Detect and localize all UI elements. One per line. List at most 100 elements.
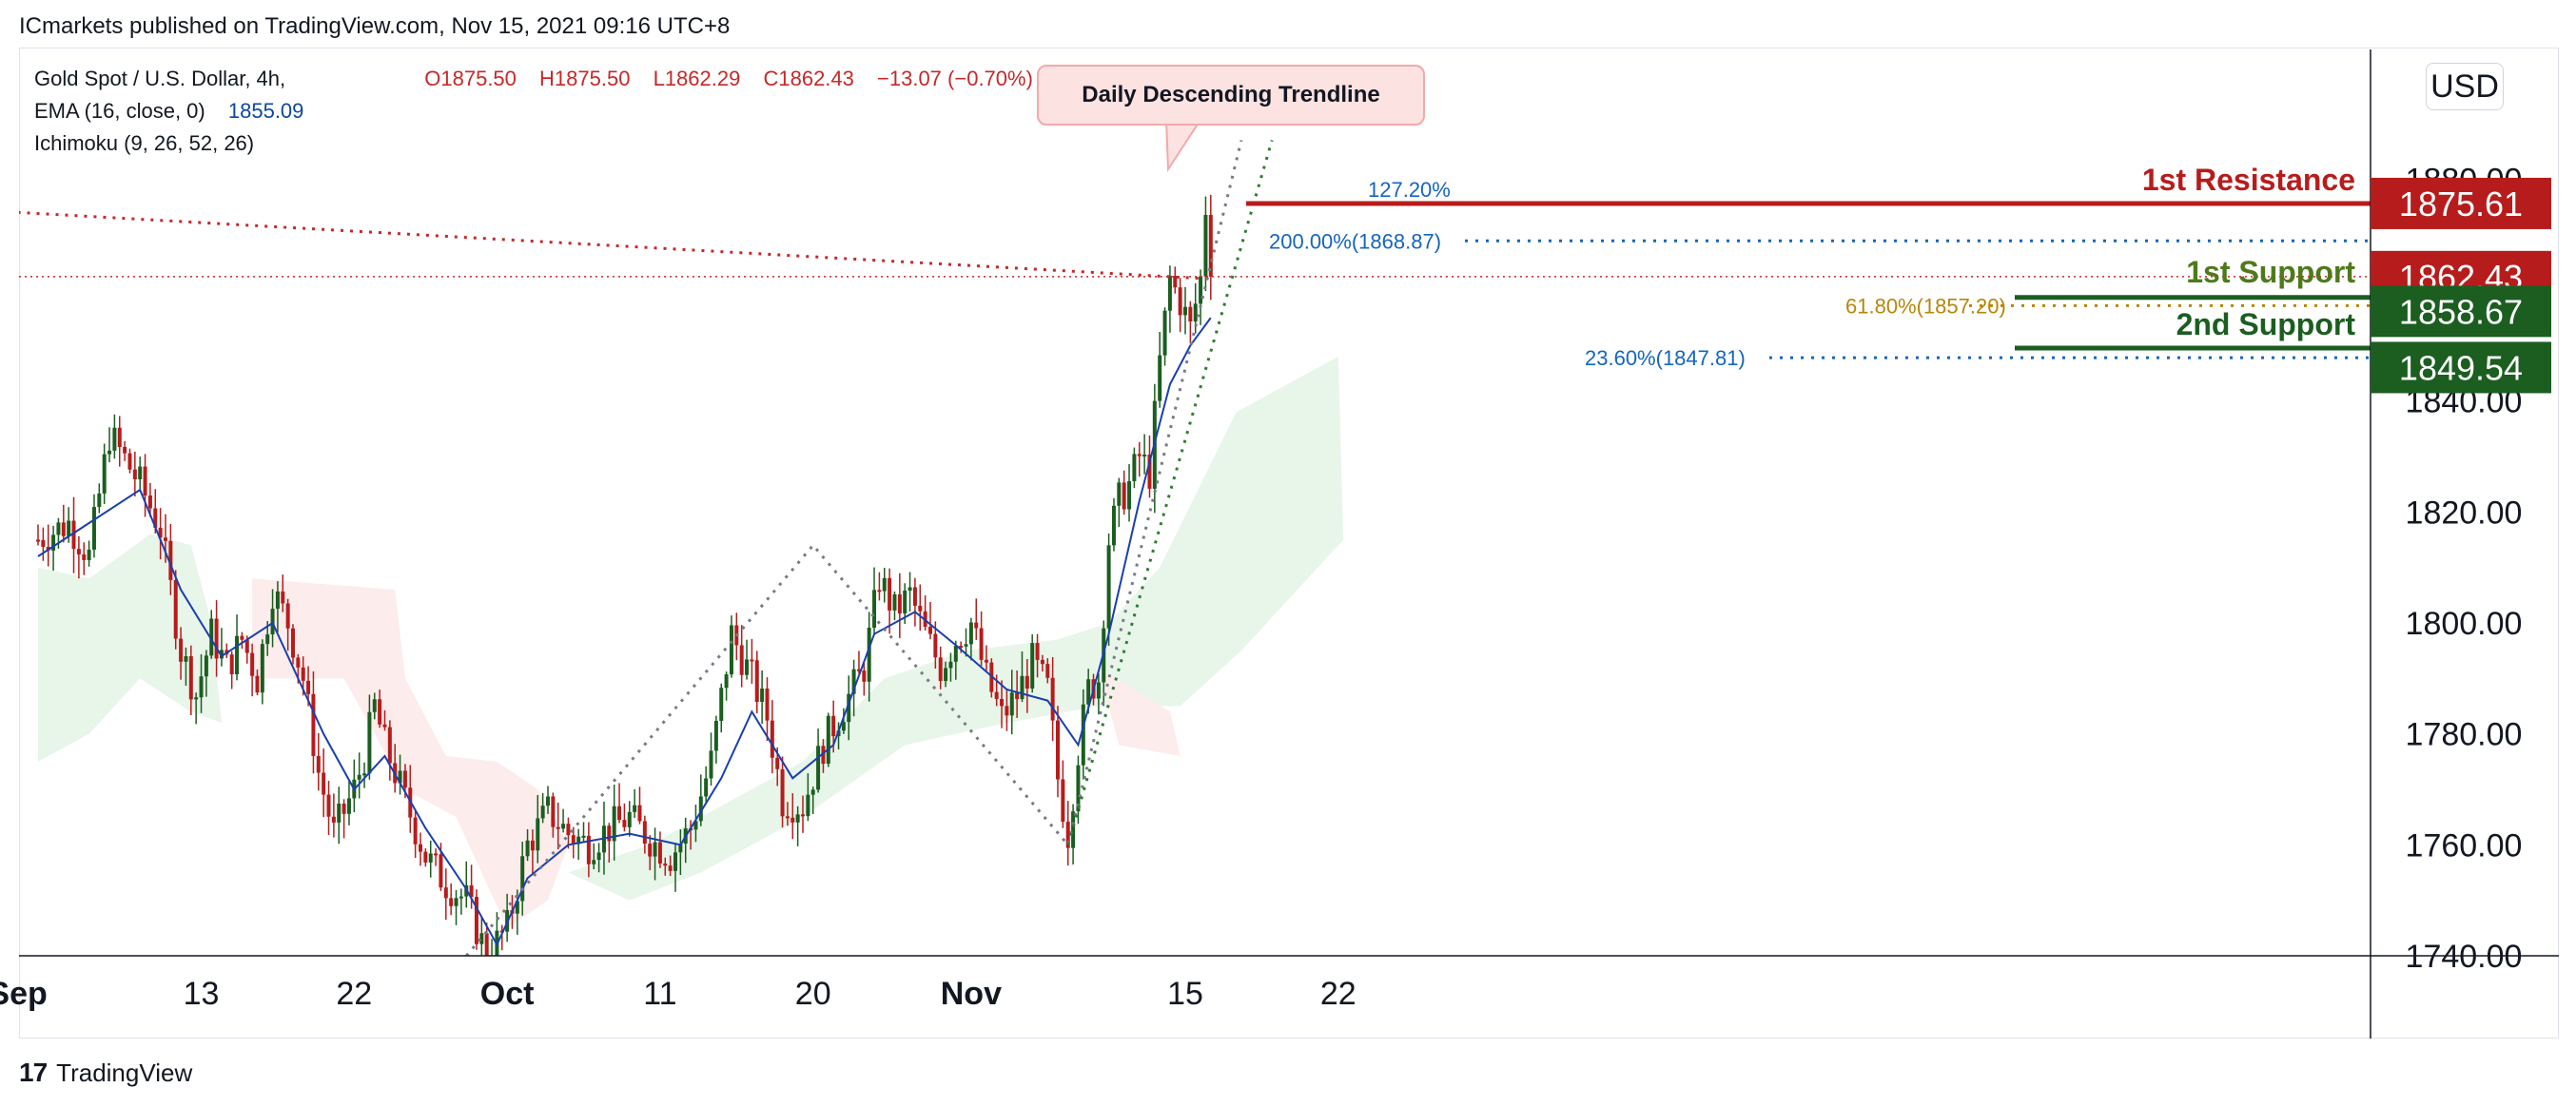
- candle-body: [255, 675, 260, 693]
- candle-body: [260, 644, 264, 693]
- support-1-price-badge: 1858.67: [2399, 292, 2523, 331]
- y-tick-label: 1780.00: [2406, 717, 2523, 753]
- candle-body: [888, 577, 892, 611]
- candle-body: [296, 657, 301, 668]
- candle-body: [378, 699, 382, 725]
- candle-body: [551, 796, 556, 827]
- candle-body: [612, 806, 616, 842]
- y-tick-label: 1820.00: [2406, 495, 2523, 531]
- candle-body: [1147, 454, 1152, 489]
- candle-body: [556, 826, 560, 829]
- candle-body: [1203, 214, 1208, 277]
- candle-body: [1199, 276, 1203, 304]
- ohlc-row: Gold Spot / U.S. Dollar, 4h, O1875.50 H1…: [34, 63, 1033, 95]
- close-value: C1862.43: [763, 67, 854, 90]
- candle-body: [1040, 659, 1044, 665]
- candle-body: [419, 844, 422, 852]
- candle-body: [423, 851, 428, 863]
- candle-body: [413, 817, 418, 845]
- candle-body: [342, 803, 346, 814]
- candle-body: [785, 816, 790, 819]
- candle-body: [474, 897, 478, 944]
- candle-body: [877, 590, 882, 592]
- candle-body: [698, 796, 703, 822]
- candle-body: [82, 554, 87, 560]
- candle-body: [382, 724, 387, 728]
- resistance-price-badge-bg: [2371, 177, 2551, 229]
- candle-body: [1183, 306, 1187, 316]
- candle-body: [484, 933, 489, 956]
- candle-body: [576, 836, 581, 845]
- candle-body: [750, 659, 754, 662]
- candle-body: [1132, 454, 1137, 481]
- candle-body: [862, 670, 867, 682]
- candle-body: [107, 450, 112, 455]
- candle-body: [897, 593, 902, 614]
- candle-body: [147, 495, 152, 509]
- candle-body: [1045, 664, 1050, 678]
- candle-body: [546, 796, 550, 806]
- x-tick-label: Sep: [0, 976, 48, 1012]
- candle-body: [168, 540, 173, 580]
- candle-body: [112, 427, 117, 451]
- open-value: O1875.50: [424, 67, 517, 90]
- candle-body: [1111, 505, 1116, 546]
- candle-body: [586, 835, 591, 864]
- candle-body: [402, 770, 407, 788]
- candle-body: [67, 520, 71, 536]
- candle-body: [693, 821, 698, 830]
- candle-body: [214, 618, 219, 659]
- candle-body: [179, 638, 184, 662]
- candle-body: [428, 853, 433, 863]
- candle-body: [291, 628, 295, 658]
- candle-body: [1208, 214, 1213, 277]
- candle-body: [831, 715, 836, 737]
- ichimoku-cloud-red-1: [1098, 667, 1181, 756]
- candle-body: [536, 818, 540, 851]
- candle-body: [754, 660, 759, 703]
- candle-body: [316, 755, 321, 773]
- candle-body: [434, 853, 439, 856]
- candle-body: [346, 798, 351, 814]
- candle-body: [775, 757, 780, 769]
- candle-body: [847, 693, 851, 723]
- candle-body: [322, 772, 326, 795]
- candle-body: [1015, 692, 1020, 700]
- currency-button[interactable]: USD: [2426, 63, 2504, 110]
- candle-body: [790, 817, 795, 823]
- candle-body: [1142, 454, 1147, 456]
- descending-trendline: [19, 210, 1211, 281]
- candle-body: [729, 625, 733, 675]
- candle-body: [724, 674, 729, 689]
- candle-body: [1096, 682, 1101, 699]
- x-tick-label: Nov: [941, 976, 1002, 1012]
- ema-value: 1855.09: [227, 99, 304, 123]
- fib-200-label: 200.00%(1868.87): [1269, 229, 1441, 253]
- candle-body: [928, 627, 932, 634]
- ema-line: [37, 317, 1212, 947]
- candle-body: [127, 453, 132, 470]
- candle-body: [184, 656, 188, 662]
- candle-body: [663, 864, 668, 866]
- candle-body: [1137, 454, 1142, 456]
- candle-body: [622, 820, 627, 827]
- candle-body: [158, 527, 163, 538]
- candle-body: [1178, 287, 1182, 316]
- candle-body: [856, 669, 861, 671]
- candle-body: [713, 720, 718, 751]
- candle-body: [607, 825, 612, 842]
- candle-body: [765, 688, 770, 721]
- symbol-label: Gold Spot / U.S. Dollar, 4h,: [34, 67, 286, 90]
- candle-body: [944, 668, 948, 682]
- ichimoku-row: Ichimoku (9, 26, 52, 26): [34, 127, 1033, 160]
- candle-body: [91, 507, 96, 550]
- candle-body: [439, 854, 443, 888]
- chart-legend: Gold Spot / U.S. Dollar, 4h, O1875.50 H1…: [34, 63, 1033, 160]
- candle-body: [1035, 643, 1040, 660]
- candle-body: [337, 803, 342, 823]
- candle-body: [530, 840, 535, 851]
- ichimoku-cloud-green-0: [38, 534, 222, 762]
- ascending-support-trendline: [1066, 140, 1274, 845]
- candle-body: [301, 667, 305, 681]
